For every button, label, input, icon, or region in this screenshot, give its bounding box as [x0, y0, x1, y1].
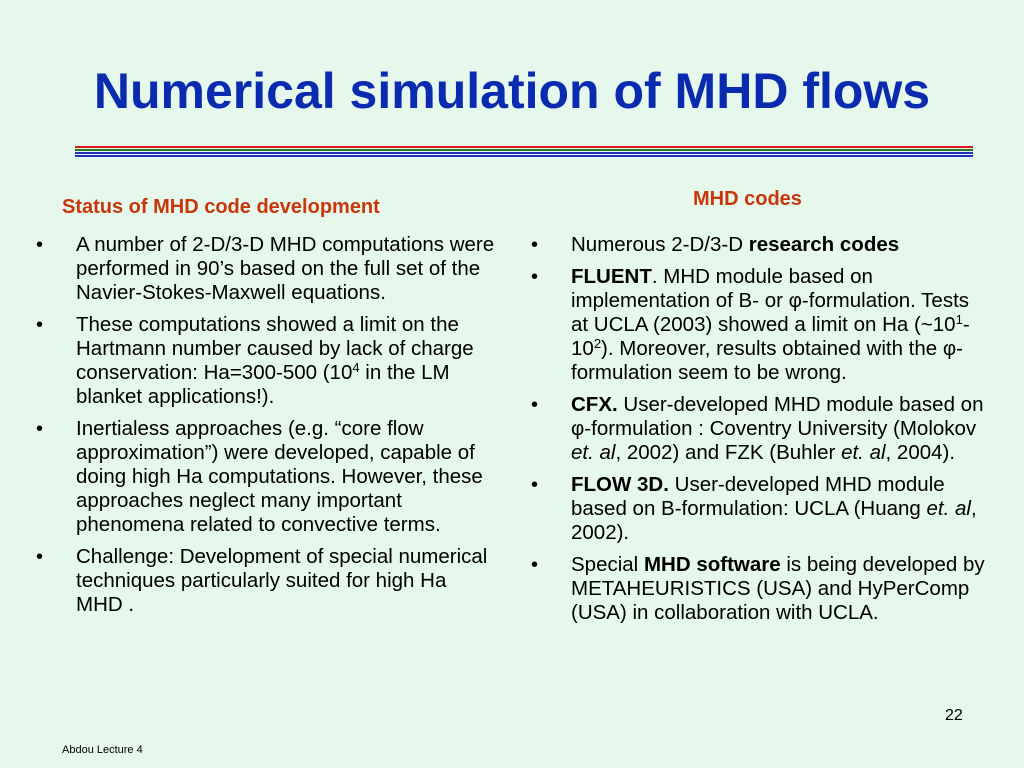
list-item: Special MHD software is being developed … — [531, 553, 991, 625]
slide-title: Numerical simulation of MHD flows — [93, 63, 931, 119]
list-item: These computations showed a limit on the… — [36, 313, 496, 409]
list-item: CFX. User-developed MHD module based on … — [531, 393, 991, 465]
right-column-heading: MHD codes — [693, 188, 802, 210]
list-item: Inertialess approaches (e.g. “core flow … — [36, 417, 496, 537]
slide-footer: Abdou Lecture 4 — [62, 744, 143, 756]
rule-line-blue-2 — [75, 155, 973, 157]
list-item: A number of 2-D/3-D MHD computations wer… — [36, 233, 496, 305]
right-bullet-list: Numerous 2-D/3-D research codes FLUENT. … — [531, 233, 991, 633]
left-column-heading: Status of MHD code development — [62, 196, 380, 218]
title-underline — [75, 146, 973, 160]
rule-line-red — [75, 146, 973, 148]
list-item: Numerous 2-D/3-D research codes — [531, 233, 991, 257]
list-item: FLOW 3D. User-developed MHD module based… — [531, 473, 991, 545]
page-number: 22 — [945, 707, 963, 724]
rule-line-blue — [75, 152, 973, 154]
left-bullet-list: A number of 2-D/3-D MHD computations wer… — [36, 233, 496, 625]
list-item: Challenge: Development of special numeri… — [36, 545, 496, 617]
list-item: FLUENT. MHD module based on implementati… — [531, 265, 991, 385]
rule-line-green — [75, 149, 973, 151]
